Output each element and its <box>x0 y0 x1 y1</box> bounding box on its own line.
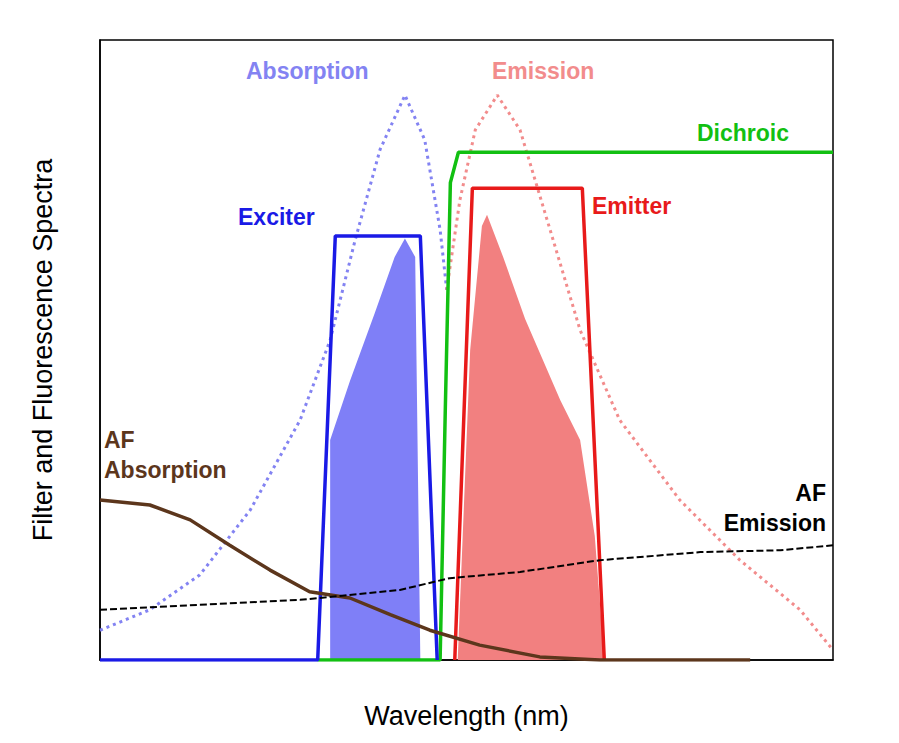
svg-text:Exciter: Exciter <box>238 204 315 230</box>
svg-text:Wavelength (nm): Wavelength (nm) <box>364 701 569 731</box>
svg-text:AF: AF <box>795 480 826 506</box>
svg-text:Dichroic: Dichroic <box>697 120 789 146</box>
svg-text:Absorption: Absorption <box>246 58 369 84</box>
svg-text:AF: AF <box>104 427 135 453</box>
svg-text:Absorption: Absorption <box>104 457 227 483</box>
svg-text:Emitter: Emitter <box>592 193 671 219</box>
svg-text:Emission: Emission <box>492 58 594 84</box>
svg-text:Emission: Emission <box>724 510 826 536</box>
svg-text:Filter and Fluorescence Spectr: Filter and Fluorescence Spectra <box>28 158 58 542</box>
